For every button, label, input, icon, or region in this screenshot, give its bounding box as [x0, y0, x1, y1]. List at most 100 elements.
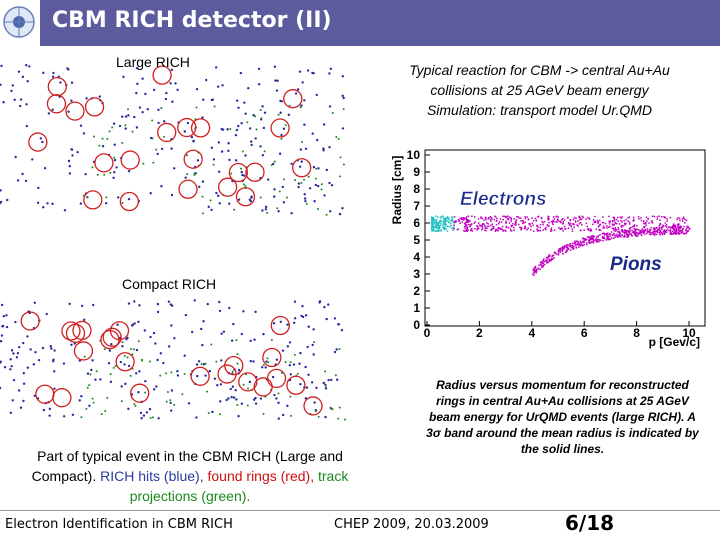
hit	[328, 145, 331, 149]
electron-point	[524, 227, 527, 230]
electron-point	[515, 219, 518, 221]
hit	[278, 152, 282, 155]
pion-point	[686, 225, 689, 228]
large-rich-label: Large RICH	[116, 54, 190, 70]
pion-point	[672, 227, 675, 230]
x-tick-label: 10	[682, 326, 696, 340]
projection	[121, 341, 124, 344]
hit	[252, 114, 255, 117]
electron-point	[431, 218, 433, 220]
hit	[230, 395, 233, 399]
ring	[245, 162, 265, 182]
pion-point	[661, 233, 664, 236]
electron-point	[488, 216, 490, 219]
ring	[120, 150, 140, 170]
electron-point	[613, 219, 616, 222]
ring	[61, 321, 81, 341]
electron-point	[509, 216, 511, 219]
projection	[299, 106, 302, 109]
hit	[94, 378, 97, 381]
electron-point	[656, 218, 659, 220]
ring	[152, 65, 172, 85]
pion-point	[583, 241, 586, 244]
electron-point	[658, 227, 660, 230]
electron-point	[443, 218, 445, 220]
electron-point	[590, 229, 593, 232]
electron-point	[665, 224, 668, 226]
electron-point	[480, 228, 483, 231]
electron-point	[676, 225, 679, 228]
ring	[94, 153, 114, 173]
hit	[84, 172, 87, 176]
electron-point	[640, 219, 643, 222]
hit	[140, 417, 143, 420]
electron-point	[541, 220, 543, 223]
electron-point	[609, 220, 612, 222]
electron-point	[466, 226, 469, 228]
pion-point	[607, 235, 610, 238]
pion-point	[547, 255, 550, 258]
hit	[135, 67, 139, 70]
electron-point	[673, 224, 676, 227]
electron-point	[620, 217, 623, 219]
hit	[275, 358, 279, 361]
pion-point	[646, 230, 649, 232]
y-tick-label: 10	[407, 148, 421, 162]
pion-point	[561, 247, 564, 249]
electron-point	[526, 216, 528, 218]
electron-point	[442, 221, 445, 223]
electron-point	[473, 216, 476, 218]
pion-point	[650, 229, 652, 231]
hit	[80, 304, 84, 308]
electron-point	[452, 229, 454, 232]
hit	[240, 332, 244, 336]
pion-point	[678, 233, 681, 235]
hit	[325, 168, 329, 172]
pion-point	[579, 245, 581, 247]
electron-point	[614, 226, 617, 229]
projection	[127, 108, 130, 111]
projection	[267, 361, 270, 364]
electron-point	[653, 215, 656, 218]
hit	[67, 110, 70, 113]
hit	[252, 398, 256, 401]
pion-point	[582, 244, 584, 247]
ring	[73, 341, 94, 361]
hit	[68, 165, 71, 168]
projection	[166, 391, 169, 394]
pion-point	[681, 229, 683, 232]
reaction-text: Typical reaction for CBM -> central Au+A…	[362, 60, 717, 120]
projection	[300, 181, 303, 184]
electron-point	[602, 221, 605, 224]
electron-point	[589, 230, 592, 232]
pion-point	[606, 236, 609, 238]
pion-point	[570, 249, 572, 251]
pion-point	[634, 233, 636, 236]
pion-point	[671, 226, 673, 228]
hit	[272, 322, 276, 325]
electron-point	[581, 224, 583, 226]
projection	[185, 154, 188, 157]
electron-point	[477, 226, 479, 228]
pion-point	[673, 231, 675, 233]
projection	[277, 113, 280, 116]
pion-point	[568, 244, 570, 246]
hit	[157, 121, 160, 125]
hit	[80, 395, 83, 398]
hit	[0, 303, 4, 307]
hit	[42, 71, 45, 75]
projection	[301, 141, 304, 144]
pion-point	[566, 243, 568, 246]
hit	[176, 374, 180, 377]
hit	[31, 158, 34, 161]
projection	[100, 413, 103, 416]
ring	[228, 162, 249, 183]
electron-point	[617, 228, 620, 231]
hit	[119, 360, 123, 364]
electron-point	[542, 229, 544, 231]
electron-point	[627, 216, 629, 219]
hit	[242, 310, 245, 313]
electron-point	[562, 222, 564, 225]
projection	[266, 211, 269, 214]
projection	[246, 404, 249, 407]
